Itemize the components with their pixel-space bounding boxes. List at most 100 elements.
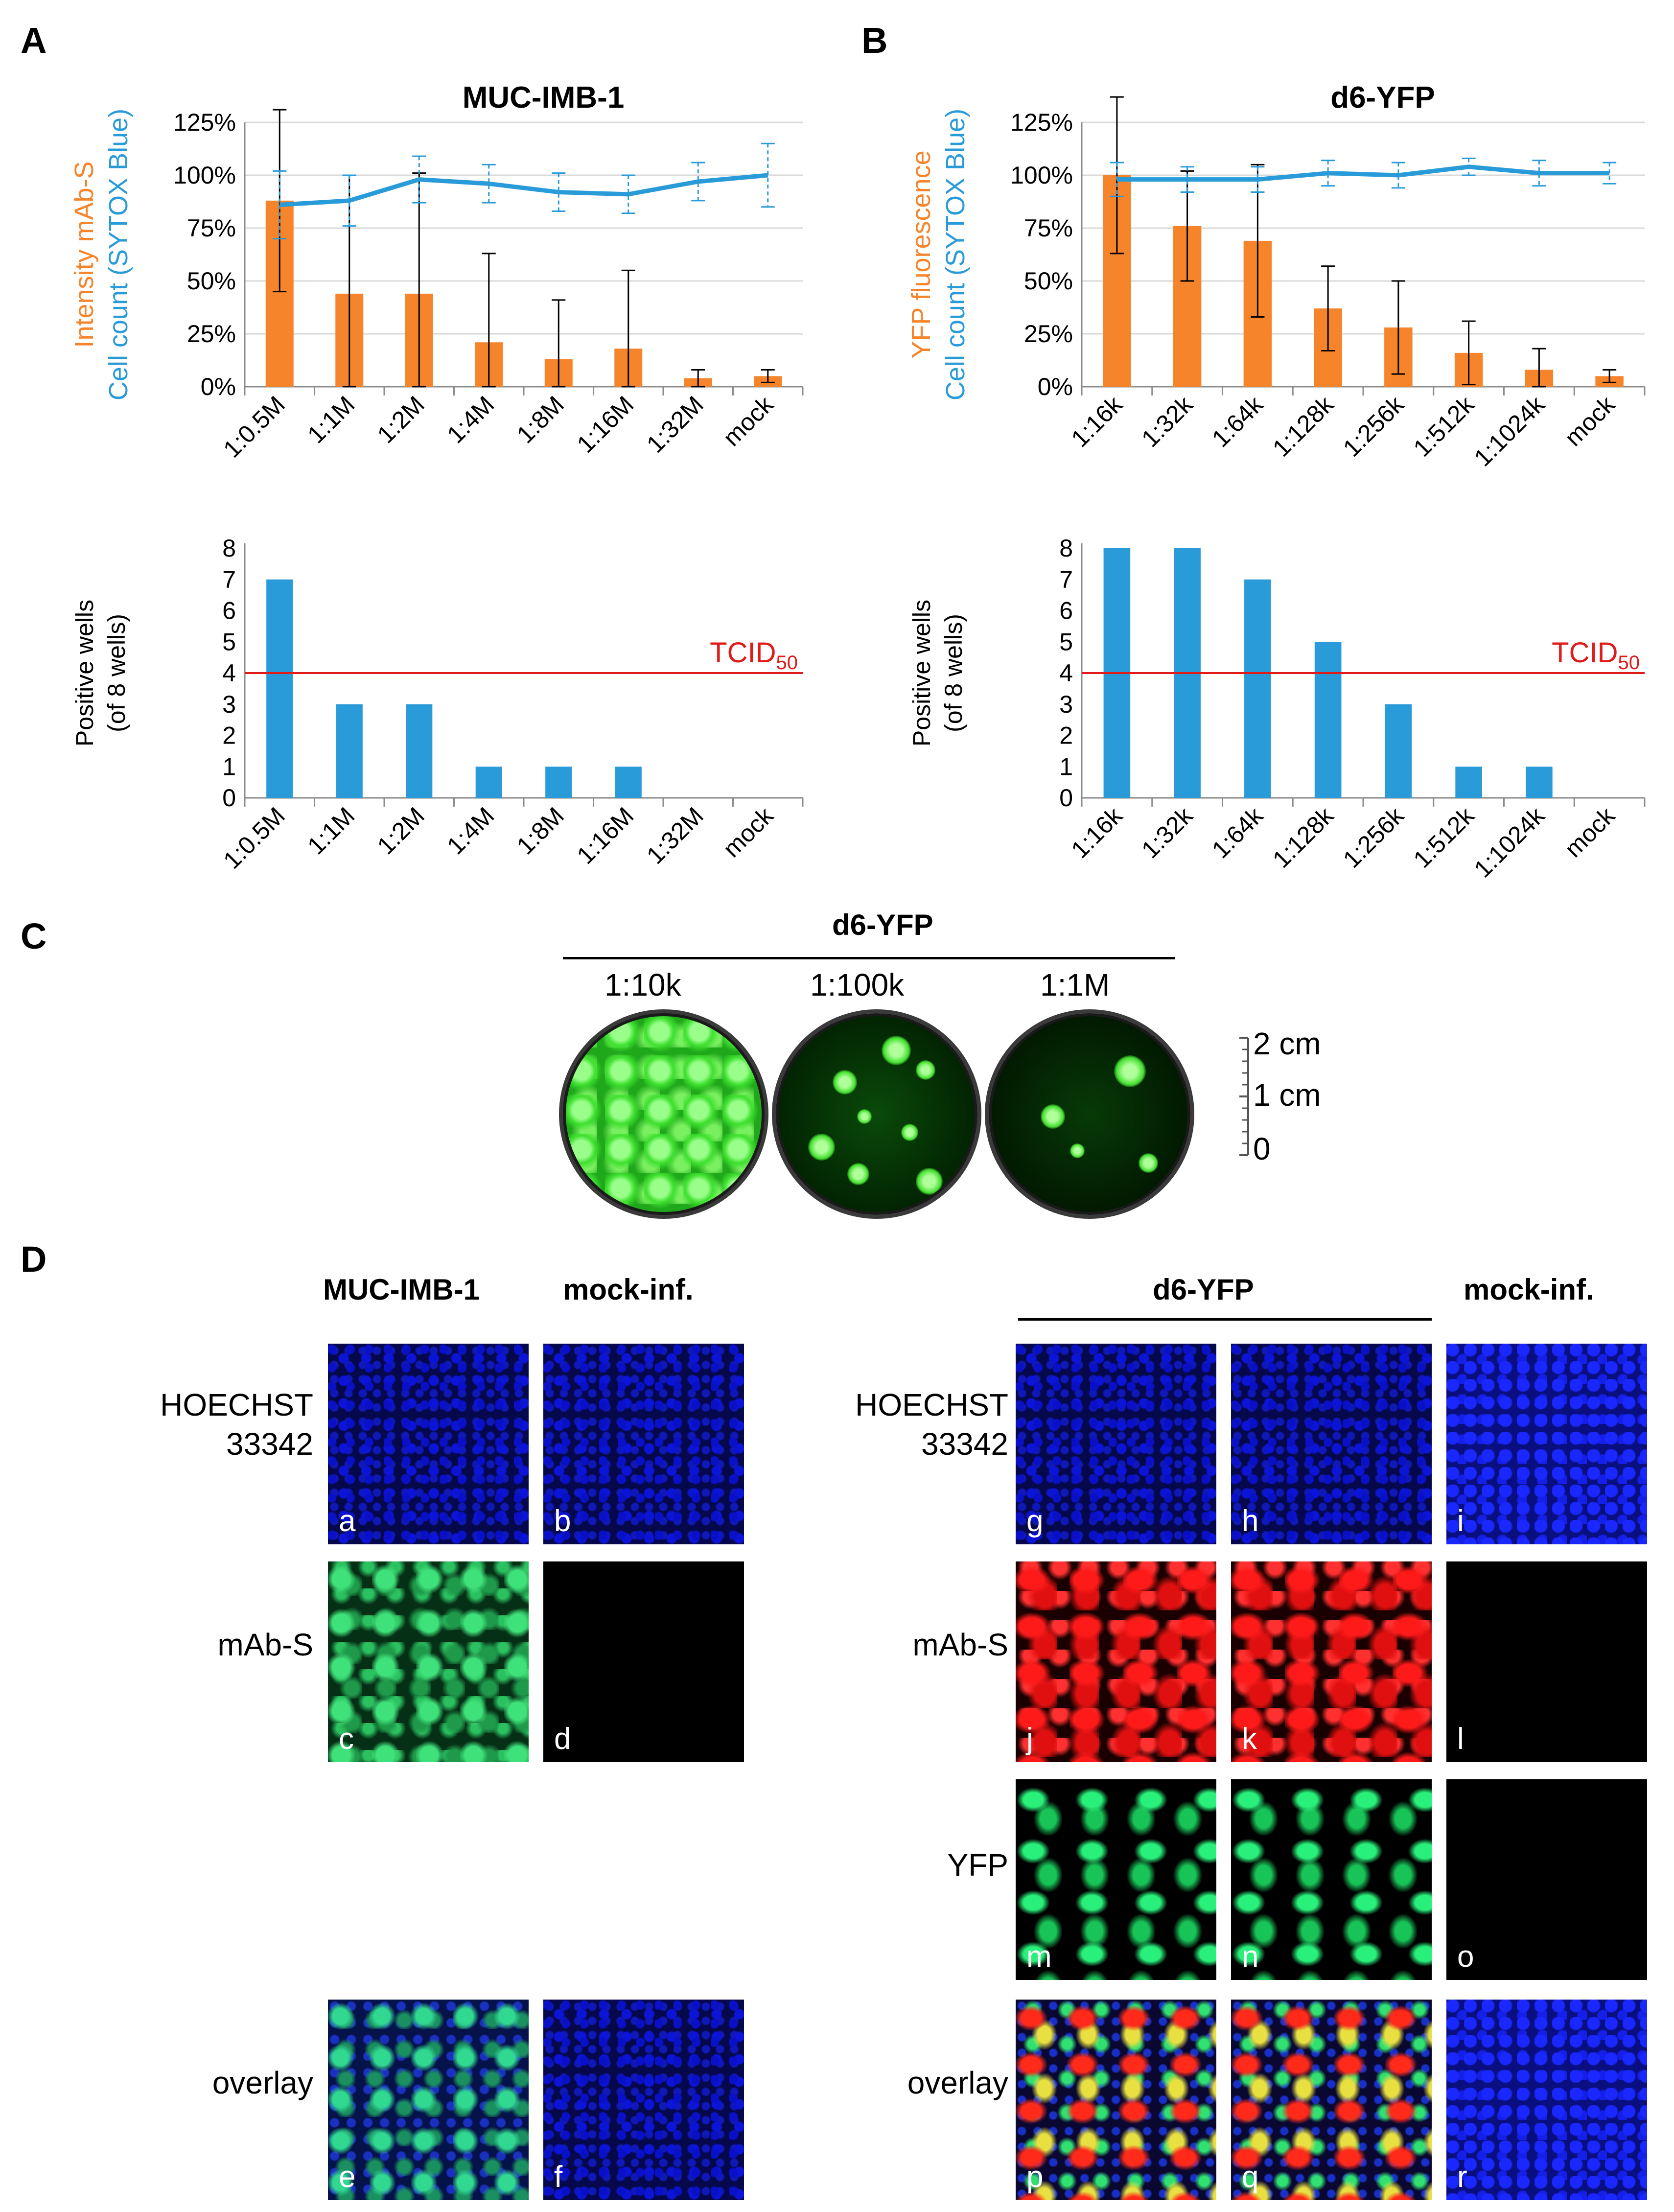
x-tick-label: 1:16M bbox=[572, 802, 639, 869]
y-tick-label: 2 bbox=[1059, 722, 1073, 749]
threshold-label: TCID50 bbox=[710, 637, 798, 674]
micrograph-j: j bbox=[1016, 1561, 1216, 1762]
y-tick-label: 3 bbox=[1059, 691, 1073, 718]
y-axis-label-secondary: Cell count (SYTOX Blue) bbox=[104, 109, 133, 400]
x-tick-label: 1:128k bbox=[1267, 801, 1339, 873]
scale-bar bbox=[1239, 1037, 1249, 1156]
y-tick-label: 8 bbox=[1059, 535, 1073, 562]
x-tick-label: 1:512k bbox=[1408, 801, 1480, 873]
d-right-row-label-3: YFP bbox=[947, 1847, 1008, 1883]
y-tick-label: 0 bbox=[222, 784, 236, 812]
x-tick-label: 1:8M bbox=[512, 802, 569, 860]
bar bbox=[615, 767, 642, 798]
x-tick-label: 1:32M bbox=[641, 802, 709, 869]
chart-a-intensity: 0% 25% 50% 75% 100% 125% 1:0.5M 1:1M 1:2M 1:4M 1:8… bbox=[70, 81, 804, 463]
d-left-row-label-1: HOECHST 33342 bbox=[160, 1387, 313, 1462]
chart-b-yfp: 0% 25% 50% 75% 100% 125% 1:16k 1:32k 1:64k1:128k… bbox=[907, 81, 1646, 472]
threshold-label: TCID50 bbox=[1552, 637, 1640, 674]
micrograph-c: c bbox=[328, 1561, 529, 1762]
y-tick-label: 75% bbox=[187, 214, 236, 242]
micrograph-i: i bbox=[1446, 1344, 1647, 1544]
micrograph-g: g bbox=[1016, 1344, 1216, 1544]
scale-label-0: 0 bbox=[1253, 1131, 1271, 1166]
bar bbox=[1526, 767, 1553, 798]
bar bbox=[266, 579, 293, 798]
x-tick-label: mock bbox=[718, 801, 779, 862]
culture-dish-1-100k bbox=[776, 1013, 977, 1215]
micrograph-k: k bbox=[1231, 1561, 1432, 1762]
x-tick-label: 1:512k bbox=[1408, 390, 1480, 462]
micrograph-q: q bbox=[1231, 2000, 1432, 2200]
y-tick-label: 100% bbox=[1010, 162, 1073, 189]
y-tick-label: 50% bbox=[187, 267, 236, 295]
series-line bbox=[1116, 164, 1610, 182]
y-axis-label-line1: Positive wells bbox=[71, 600, 98, 746]
x-tick-label: 1:4M bbox=[442, 802, 499, 860]
micrograph-m: m bbox=[1016, 1779, 1216, 1980]
panel-label-a: A bbox=[21, 20, 47, 61]
x-tick-label: 1:32k bbox=[1136, 390, 1198, 452]
y-tick-label: 3 bbox=[222, 691, 236, 718]
d-header-muc: MUC-IMB-1 bbox=[323, 1273, 480, 1306]
micrograph-o: o bbox=[1446, 1779, 1647, 1980]
y-tick-label: 4 bbox=[1059, 659, 1073, 687]
scale-label-2cm: 2 cm bbox=[1253, 1026, 1321, 1061]
bar bbox=[336, 704, 363, 798]
panel-label-d: D bbox=[21, 1239, 47, 1280]
y-axis-label-line1: Positive wells bbox=[908, 600, 935, 746]
micrograph-f: f bbox=[543, 2000, 744, 2200]
y-axis-label-secondary: Cell count (SYTOX Blue) bbox=[941, 109, 970, 400]
d-header-mock-left: mock-inf. bbox=[563, 1273, 694, 1306]
y-tick-label: 0 bbox=[1059, 784, 1073, 812]
y-tick-label: 4 bbox=[222, 659, 236, 687]
culture-dish-1-10k bbox=[563, 1013, 765, 1215]
micrograph-d: d bbox=[543, 1561, 744, 1762]
y-tick-label: 100% bbox=[173, 162, 236, 189]
y-tick-label: 7 bbox=[1059, 566, 1073, 593]
y-tick-label: 125% bbox=[173, 109, 236, 136]
x-tick-label: mock bbox=[718, 390, 779, 451]
y-tick-label: 75% bbox=[1024, 214, 1073, 242]
y-tick-label: 5 bbox=[1059, 628, 1073, 655]
chart-b-positive-wells: 0 1 2 3 4 5 6 7 8 1:16k 1:32k 1:64k1:128k1:256k1:51… bbox=[908, 535, 1646, 883]
bar bbox=[1244, 579, 1271, 798]
dilution-label-2: 1:100k bbox=[810, 967, 905, 1002]
d-header-d6yfp: d6-YFP bbox=[1153, 1273, 1254, 1306]
panel-c-title: d6-YFP bbox=[832, 908, 933, 941]
micrograph-l: l bbox=[1446, 1561, 1647, 1762]
y-tick-label: 2 bbox=[222, 722, 236, 749]
x-tick-label: 1:256k bbox=[1338, 390, 1409, 462]
y-tick-label: 25% bbox=[1024, 320, 1073, 348]
d-header-rule bbox=[1018, 1318, 1432, 1321]
x-tick-label: 1:32M bbox=[641, 391, 709, 458]
x-tick-label: 1:16M bbox=[572, 391, 639, 458]
x-tick-label: 1:64k bbox=[1207, 801, 1269, 863]
culture-dish-1-1m bbox=[989, 1013, 1190, 1215]
y-tick-label: 1 bbox=[1059, 753, 1073, 780]
micrograph-p: p bbox=[1016, 2000, 1216, 2200]
y-tick-label: 7 bbox=[222, 566, 236, 593]
y-axis-label-line2: (of 8 wells) bbox=[103, 614, 130, 732]
x-tick-label: 1:1024k bbox=[1469, 390, 1550, 471]
y-tick-label: 0% bbox=[201, 373, 236, 400]
y-tick-label: 0% bbox=[1038, 373, 1073, 400]
d-left-row-label-2: mAb-S bbox=[217, 1627, 313, 1662]
d-header-mock-right: mock-inf. bbox=[1464, 1273, 1594, 1306]
d-left-row-label-3: overlay bbox=[212, 2065, 313, 2100]
micrograph-h: h bbox=[1231, 1344, 1432, 1544]
y-tick-label: 6 bbox=[222, 597, 236, 625]
y-tick-label: 125% bbox=[1010, 109, 1073, 136]
micrograph-b: b bbox=[543, 1344, 744, 1544]
bar bbox=[1385, 704, 1412, 798]
micrograph-a: a bbox=[328, 1344, 529, 1544]
x-tick-label: 1:1024k bbox=[1469, 801, 1550, 883]
x-tick-label: 1:0.5M bbox=[218, 391, 290, 463]
y-axis-label-primary: Intensity mAb-S bbox=[70, 161, 99, 348]
y-tick-label: 50% bbox=[1024, 267, 1073, 295]
x-tick-label: mock bbox=[1559, 390, 1621, 451]
x-tick-label: 1:1M bbox=[302, 391, 360, 448]
y-tick-label: 25% bbox=[187, 320, 236, 348]
chart-title: d6-YFP bbox=[1330, 81, 1435, 115]
series-line bbox=[279, 173, 768, 207]
d-right-row-label-2: mAb-S bbox=[912, 1627, 1008, 1662]
